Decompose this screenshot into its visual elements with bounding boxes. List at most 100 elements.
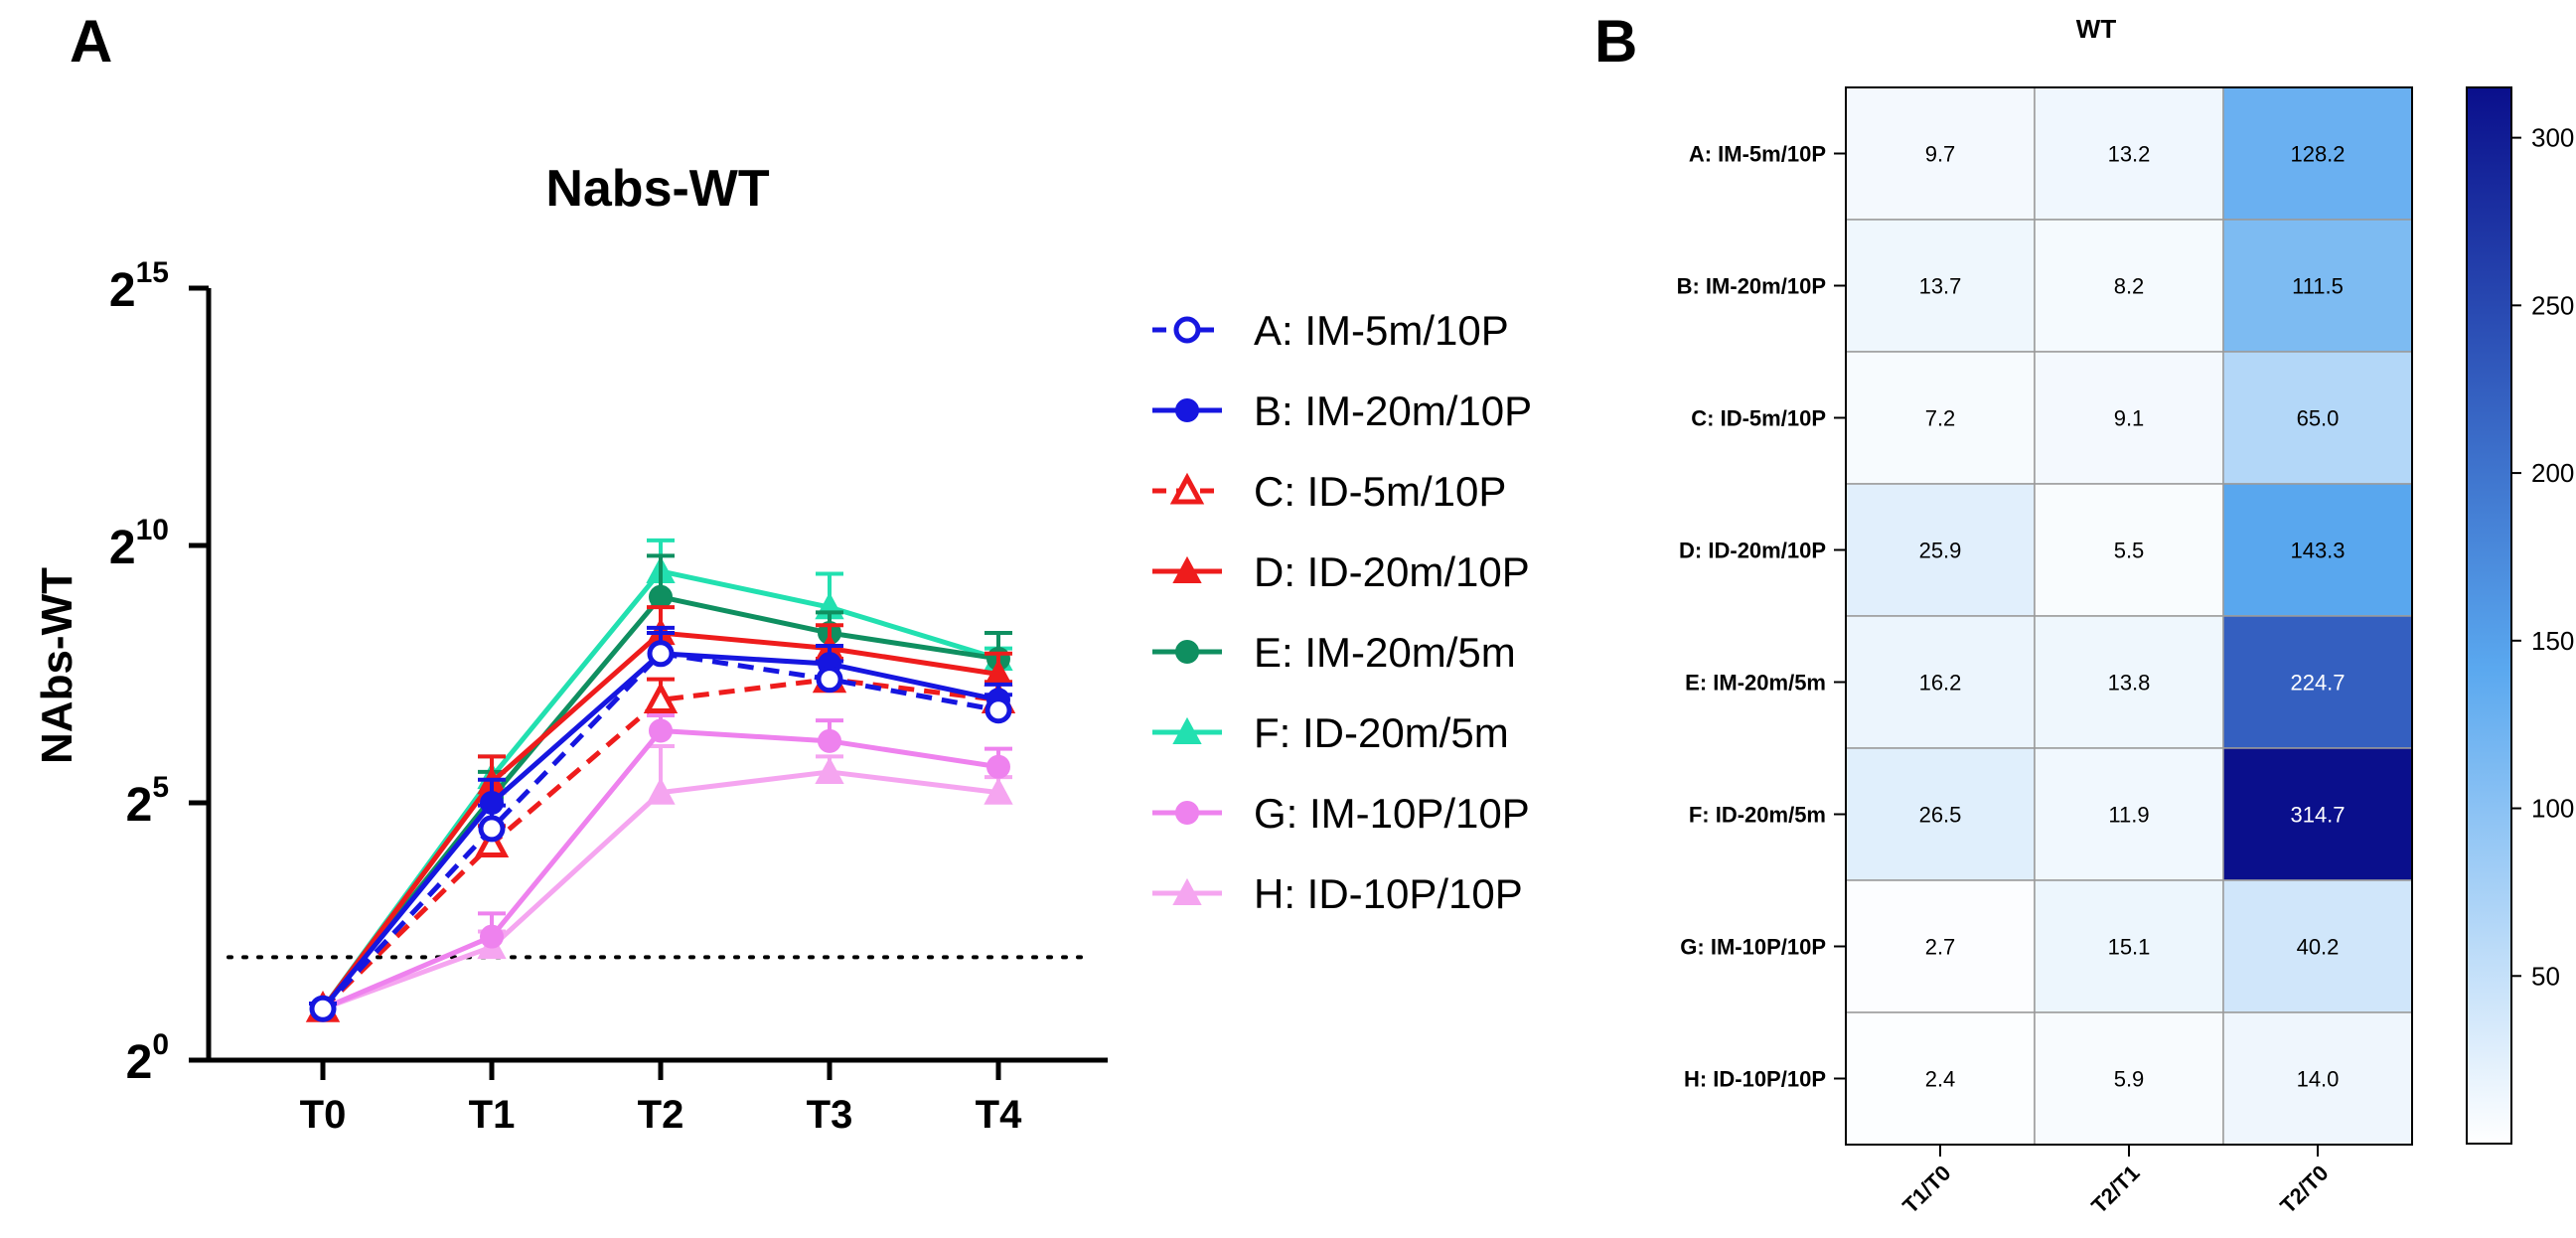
legend-label: B: IM-20m/10P [1254,387,1532,434]
data-point [815,756,844,784]
row-label: H: ID-10P/10P [1684,1067,1826,1092]
heatmap-cell-label: 128.2 [2290,142,2345,167]
series-line [322,769,999,1011]
data-point [985,696,1012,724]
x-tick-label: T4 [976,1093,1022,1137]
heatmap-cell [2034,351,2224,485]
legend-label: E: IM-20m/5m [1254,629,1516,676]
heatmap-cell [2222,219,2413,353]
legend-label: H: ID-10P/10P [1254,870,1523,917]
heatmap-cell [2034,879,2224,1013]
y-ticks: 20 25 210 215 [109,256,209,1089]
heatmap-row-labels: A: IM-5m/10P B: IM-20m/10P C: ID-5m/10P D: … [1677,142,1846,1092]
data-point [474,826,510,857]
heatmap-cell [1845,615,2036,749]
heatmap-cell [2034,615,2224,749]
heatmap-column-labels: T1/T0 T2/T1 T2/T0 [1897,1145,2334,1218]
legend-marker [1172,877,1202,906]
panel-a-label: A [70,8,112,75]
legend-marker [1172,555,1202,584]
y-tick-label: 210 [109,514,169,574]
colorbar-tick-label: 200 [2531,458,2574,488]
y-axis-label: NAbs-WT [33,567,81,764]
data-point [816,666,843,694]
heatmap-cell [2222,879,2413,1013]
heatmap-cell [2034,219,2224,353]
colorbar-ticks: 50 100 150 200 250 300 [2511,123,2574,991]
legend-marker [1175,801,1199,825]
y-tick-exponent: 10 [136,514,169,546]
series-a [309,631,1012,1022]
heatmap-cells: 9.7 13.2 128.2 13.7 8.2 111.5 7.2 9.1 65.0 25.9 5.… [1845,86,2413,1146]
heatmap-cell-label: 13.7 [1919,274,1962,299]
legend-label: F: ID-20m/5m [1254,709,1509,756]
row-label: C: ID-5m/10P [1691,406,1826,431]
heatmap-cell-label: 65.0 [2297,406,2340,431]
heatmap-cell-label: 2.7 [1925,935,1956,960]
column-label: T2/T1 [2086,1161,2144,1218]
colorbar [2466,86,2512,1145]
heatmap-cell-label: 9.1 [2114,406,2145,431]
colorbar-tick-label: 50 [2531,961,2560,991]
heatmap-cell [2222,615,2413,749]
series-c [305,656,1016,1022]
legend-label: G: IM-10P/10P [1254,790,1530,837]
colorbar-tick-label: 150 [2531,626,2574,656]
series-line [321,651,999,1010]
y-tick-label: 20 [126,1028,169,1089]
heatmap: WT 9.7 13.2 128.2 13.7 8.2 111.5 7.2 9.1 65.0 25.… [1677,14,2575,1218]
data-point [480,924,504,949]
series-line [321,677,999,1010]
heatmap-title: WT [2076,14,2117,44]
heatmap-cell-label: 9.7 [1925,142,1956,167]
x-ticks: T0 T1 T2 T3 T4 [300,1060,1022,1137]
heatmap-cell [1845,351,2036,485]
heatmap-cell-label: 40.2 [2297,935,2340,960]
heatmap-cell-label: 314.7 [2290,803,2345,828]
heatmap-cell-label: 11.9 [2108,803,2149,828]
heatmap-cell-label: 16.2 [1919,671,1962,696]
x-tick-label: T2 [638,1093,684,1137]
heatmap-cell-label: 14.0 [2297,1067,2340,1092]
y-tick-label: 25 [126,771,169,832]
legend-label: D: ID-20m/10P [1254,548,1530,595]
heatmap-cell [2222,351,2413,485]
heatmap-cell-label: 8.2 [2114,274,2145,299]
data-point [649,718,673,743]
y-tick-exponent: 0 [152,1028,169,1061]
heatmap-cell [2034,483,2224,617]
data-point [647,640,675,668]
data-point [986,754,1010,779]
row-label: B: IM-20m/10P [1677,274,1826,299]
data-point [649,584,673,609]
legend-label: A: IM-5m/10P [1254,307,1509,354]
heatmap-cell-label: 7.2 [1925,406,1956,431]
heatmap-cell [1845,879,2036,1013]
row-label: D: ID-20m/10P [1679,539,1826,563]
legend-marker [1169,472,1205,505]
data-point [818,728,841,753]
heatmap-cell-label: 26.5 [1919,803,1962,828]
heatmap-cell-label: 5.5 [2114,539,2145,563]
heatmap-cell-label: 224.7 [2290,671,2345,696]
data-point [309,995,337,1022]
heatmap-cell-label: 25.9 [1919,539,1962,563]
legend-label: C: ID-5m/10P [1254,468,1506,515]
panel-b-label: B [1594,8,1637,75]
heatmap-cell [2034,1011,2224,1146]
heatmap-cell-label: 111.5 [2292,274,2344,299]
colorbar-tick-label: 100 [2531,794,2574,824]
colorbar-tick-label: 250 [2531,290,2574,320]
line-chart-title: Nabs-WT [545,160,770,218]
y-tick-exponent: 5 [152,771,169,804]
heatmap-cell-label: 13.2 [2108,142,2151,167]
column-label: T2/T0 [2275,1161,2333,1218]
row-label: F: ID-20m/5m [1689,803,1826,828]
x-tick-label: T0 [300,1093,347,1137]
data-point [984,777,1013,805]
heatmap-cell [2222,86,2413,221]
data-point [478,815,506,843]
line-chart: Nabs-WT NAbs-WT 20 25 210 215 T0 T1 T2 T3 T4 A:… [33,160,1532,1137]
colorbar-tick-label: 300 [2531,123,2574,153]
